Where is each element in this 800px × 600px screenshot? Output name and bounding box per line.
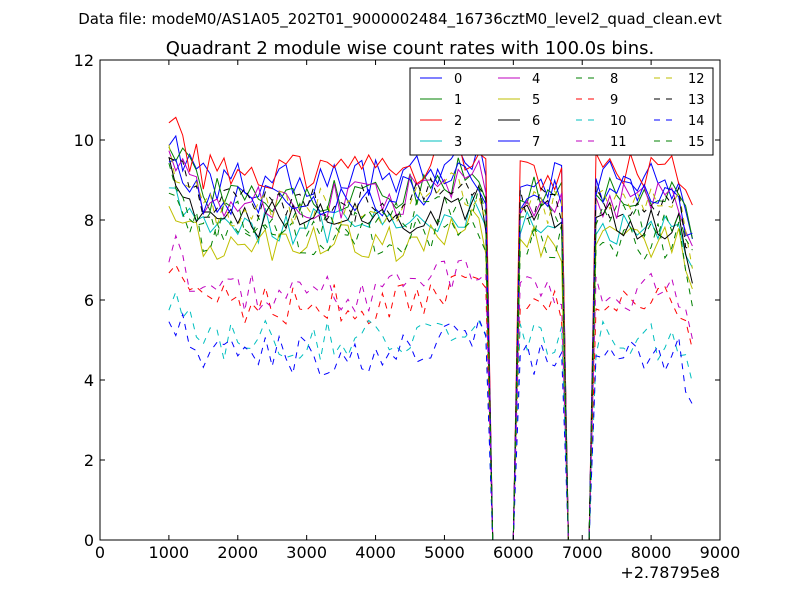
x-offset-label: +2.78795e8	[620, 563, 720, 582]
y-tick-label: 0	[84, 531, 94, 550]
chart-supertitle: Data file: modeM0/AS1A05_202T01_90000024…	[78, 10, 722, 29]
series-line-13	[168, 157, 693, 541]
x-tick-label: 9000	[700, 543, 741, 562]
legend-label-12: 12	[688, 72, 705, 87]
series-line-3	[168, 187, 693, 541]
series-line-11	[168, 234, 693, 541]
y-tick-label: 10	[74, 131, 94, 150]
legend-label-4: 4	[532, 72, 540, 87]
legend-label-10: 10	[610, 114, 627, 129]
x-axis: 0 1000 2000 3000 4000 5000 6000 7000 8000 9000	[95, 60, 740, 562]
x-tick-label: 0	[95, 543, 105, 562]
x-tick-label: 5000	[424, 543, 465, 562]
y-tick-label: 6	[84, 291, 94, 310]
series-line-14	[168, 312, 693, 541]
x-tick-label: 2000	[217, 543, 258, 562]
series-line-12	[168, 144, 693, 541]
legend-label-7: 7	[532, 135, 540, 150]
series-line-8	[168, 192, 693, 541]
legend-label-1: 1	[454, 93, 462, 108]
legend-label-2: 2	[454, 114, 462, 129]
series-line-5	[168, 205, 693, 541]
series-line-9	[168, 264, 693, 541]
y-tick-label: 4	[84, 371, 94, 390]
series-line-10	[168, 290, 693, 541]
legend-label-9: 9	[610, 93, 618, 108]
legend-label-8: 8	[610, 72, 618, 87]
legend-label-14: 14	[688, 114, 705, 129]
series-line-2	[168, 116, 693, 541]
chart-title: Quadrant 2 module wise count rates with …	[166, 38, 655, 59]
legend-label-0: 0	[454, 72, 462, 87]
legend-label-11: 11	[610, 135, 627, 150]
series-line-1	[168, 146, 693, 541]
legend-label-15: 15	[688, 135, 705, 150]
x-tick-label: 7000	[562, 543, 603, 562]
series-line-4	[168, 150, 693, 541]
legend-label-5: 5	[532, 93, 540, 108]
y-tick-label: 8	[84, 211, 94, 230]
legend-box	[409, 67, 714, 156]
legend-label-6: 6	[532, 114, 540, 129]
x-tick-label: 6000	[493, 543, 534, 562]
series-line-0	[168, 134, 693, 541]
x-tick-label: 8000	[631, 543, 672, 562]
x-tick-label: 4000	[355, 543, 396, 562]
plot-lines	[168, 116, 693, 541]
legend-label-3: 3	[454, 135, 462, 150]
x-tick-label: 3000	[286, 543, 327, 562]
series-line-15	[168, 162, 693, 541]
x-tick-label: 1000	[149, 543, 190, 562]
y-tick-label: 2	[84, 451, 94, 470]
legend-label-13: 13	[688, 93, 705, 108]
y-tick-label: 12	[74, 51, 94, 70]
